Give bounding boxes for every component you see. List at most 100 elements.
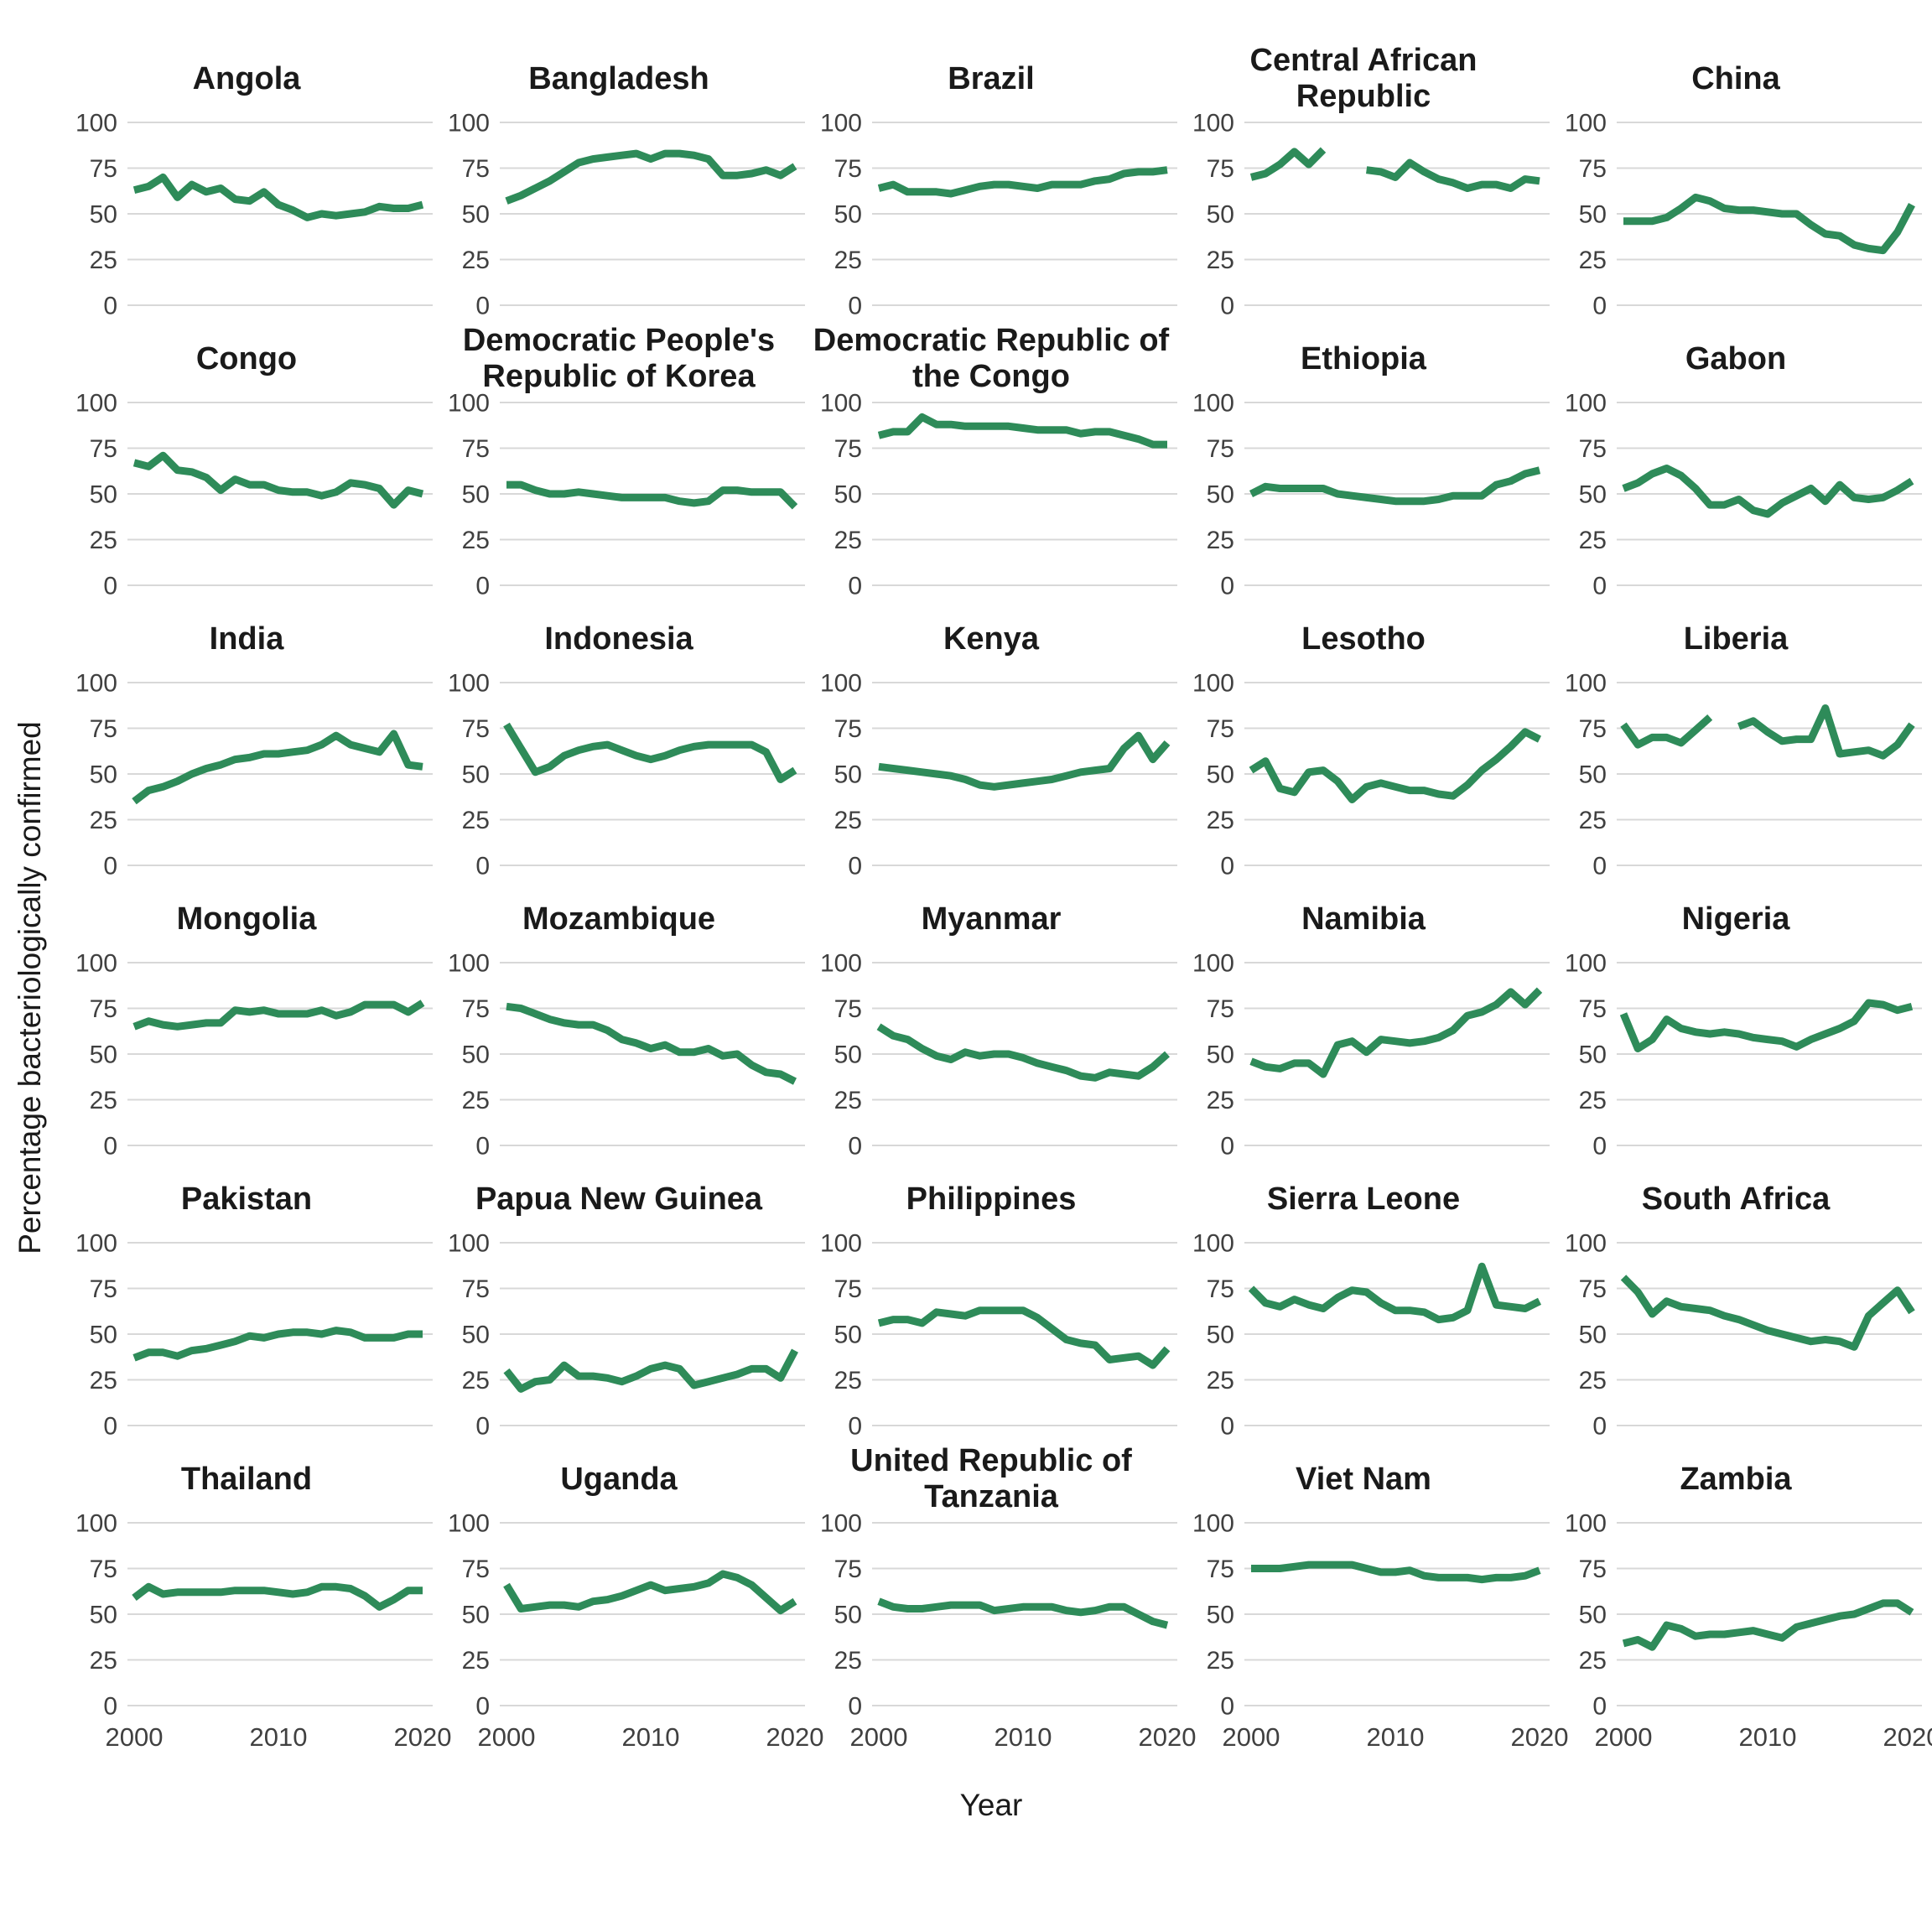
facet-title: South Africa xyxy=(1641,1181,1831,1217)
y-tick-label: 100 xyxy=(820,670,862,698)
y-tick-label: 50 xyxy=(1207,1322,1234,1349)
facet-title: China xyxy=(1691,60,1780,96)
facet-mozambique: Mozambique 0 25 50 75 100 xyxy=(433,884,805,1164)
facet-central-african-republic: Central African Republic 0 25 50 75 100 xyxy=(1177,43,1550,324)
y-axis-title-strip: Percentage bacteriologically confirmed xyxy=(0,44,60,1932)
y-tick-label: 0 xyxy=(475,1413,490,1441)
facet-liberia: Liberia 0 25 50 75 100 xyxy=(1550,604,1922,884)
facet-myanmar: Myanmar 0 25 50 75 100 xyxy=(805,884,1177,1164)
facet-title: Philippines xyxy=(906,1181,1077,1217)
facet-plot: 0 25 50 75 100 xyxy=(820,110,1177,320)
x-tick-label: 2020 xyxy=(1139,1722,1197,1752)
series-line xyxy=(132,451,424,509)
y-tick-label: 0 xyxy=(1220,293,1234,320)
x-tick-label: 2000 xyxy=(478,1722,536,1752)
y-tick-label: 25 xyxy=(834,1367,862,1394)
facet-plot: 0 25 50 75 100 2000 2010 2020 xyxy=(448,1510,824,1753)
series-line xyxy=(1251,1561,1541,1584)
y-tick-label: 50 xyxy=(1207,761,1234,789)
facet-title: Democratic People's Republic of Korea xyxy=(462,323,776,394)
y-tick-label: 0 xyxy=(848,853,862,880)
y-axis-title: Percentage bacteriologically confirmed xyxy=(13,721,48,1254)
y-tick-label: 50 xyxy=(834,1602,862,1629)
facet-indonesia: Indonesia 0 25 50 75 100 xyxy=(433,604,805,884)
series-line xyxy=(876,1023,1170,1082)
y-tick-label: 100 xyxy=(75,1230,117,1258)
facet-democratic-people-s-republic-of-korea: Democratic People's Republic of Korea 0 25… xyxy=(433,323,805,604)
facet-title: Indonesia xyxy=(544,621,693,657)
x-tick-label: 2020 xyxy=(1511,1722,1569,1752)
y-tick-label: 0 xyxy=(1592,853,1607,880)
facet-title: Liberia xyxy=(1683,621,1789,657)
y-tick-label: 75 xyxy=(90,1555,117,1583)
facet-plot: 0 25 50 75 100 xyxy=(1565,110,1922,320)
y-tick-label: 50 xyxy=(1207,201,1234,229)
y-tick-label: 50 xyxy=(834,201,862,229)
y-tick-label: 100 xyxy=(820,390,862,418)
facet-plot: 0 25 50 75 100 xyxy=(448,670,805,880)
y-tick-label: 25 xyxy=(834,527,862,554)
y-tick-label: 50 xyxy=(1579,1041,1607,1069)
series-line xyxy=(503,722,797,783)
y-tick-label: 50 xyxy=(462,201,490,229)
y-tick-label: 75 xyxy=(834,715,862,743)
y-tick-label: 100 xyxy=(1192,1230,1234,1258)
y-tick-label: 0 xyxy=(848,1133,862,1161)
x-tick-label: 2010 xyxy=(995,1722,1052,1752)
x-tick-label: 2000 xyxy=(1223,1722,1280,1752)
y-tick-label: 50 xyxy=(1579,761,1607,789)
facet-title: Gabon xyxy=(1685,340,1787,377)
y-tick-label: 0 xyxy=(475,1693,490,1721)
facet-kenya: Kenya 0 25 50 75 100 xyxy=(805,604,1177,884)
facet-title: Namibia xyxy=(1301,901,1426,937)
y-tick-label: 0 xyxy=(475,573,490,600)
y-tick-label: 25 xyxy=(90,807,117,834)
y-tick-label: 0 xyxy=(848,1693,862,1721)
y-tick-label: 100 xyxy=(75,390,117,418)
series-line xyxy=(1249,147,1327,181)
y-tick-label: 50 xyxy=(1579,1322,1607,1349)
series-line xyxy=(1622,465,1914,518)
series-line xyxy=(877,166,1168,198)
y-tick-label: 25 xyxy=(462,1647,490,1675)
facet-title: Central African Republic xyxy=(1249,43,1478,114)
y-tick-label: 25 xyxy=(1207,247,1234,274)
y-tick-label: 0 xyxy=(103,293,117,320)
y-tick-label: 75 xyxy=(1207,715,1234,743)
y-tick-label: 50 xyxy=(834,1041,862,1069)
series-line xyxy=(878,731,1171,791)
series-line xyxy=(1249,987,1543,1078)
x-tick-label: 2020 xyxy=(766,1722,824,1752)
y-tick-label: 100 xyxy=(448,390,490,418)
y-tick-label: 75 xyxy=(834,1555,862,1583)
y-tick-label: 25 xyxy=(834,1647,862,1675)
facet-plot: 0 25 50 75 100 xyxy=(820,950,1177,1161)
y-tick-label: 75 xyxy=(462,435,490,463)
y-tick-label: 0 xyxy=(1220,1693,1234,1721)
y-tick-label: 75 xyxy=(1207,1555,1234,1583)
y-tick-label: 75 xyxy=(1207,435,1234,463)
series-line xyxy=(1249,466,1541,506)
facet-plot: 0 25 50 75 100 xyxy=(1192,110,1550,320)
y-tick-label: 75 xyxy=(462,1275,490,1303)
facet-plot: 0 25 50 75 100 xyxy=(448,390,805,600)
facet-title: Bangladesh xyxy=(528,60,709,96)
y-tick-label: 100 xyxy=(1192,950,1234,978)
x-tick-label: 2000 xyxy=(1595,1722,1653,1752)
y-tick-label: 0 xyxy=(848,1413,862,1441)
y-tick-label: 75 xyxy=(1579,1555,1607,1583)
y-tick-label: 0 xyxy=(475,1133,490,1161)
y-tick-label: 75 xyxy=(462,715,490,743)
facet-congo: Congo 0 25 50 75 100 xyxy=(60,324,433,604)
y-tick-label: 25 xyxy=(1207,527,1234,554)
y-tick-label: 100 xyxy=(1565,390,1607,418)
facet-title: Lesotho xyxy=(1301,621,1426,657)
facet-china: China 0 25 50 75 100 xyxy=(1550,44,1922,324)
facet-plot: 0 25 50 75 100 2000 2010 2020 xyxy=(1565,1510,1932,1753)
facet-south-africa: South Africa 0 25 50 75 100 xyxy=(1550,1164,1922,1444)
facet-title: Myanmar xyxy=(921,901,1062,937)
series-line xyxy=(1737,704,1915,760)
facet-plot: 0 25 50 75 100 2000 2010 2020 xyxy=(75,1510,452,1753)
facet-zambia: Zambia 0 25 50 75 100 2000 2010 2020 xyxy=(1550,1444,1932,1766)
facet-title: Uganda xyxy=(560,1461,678,1497)
